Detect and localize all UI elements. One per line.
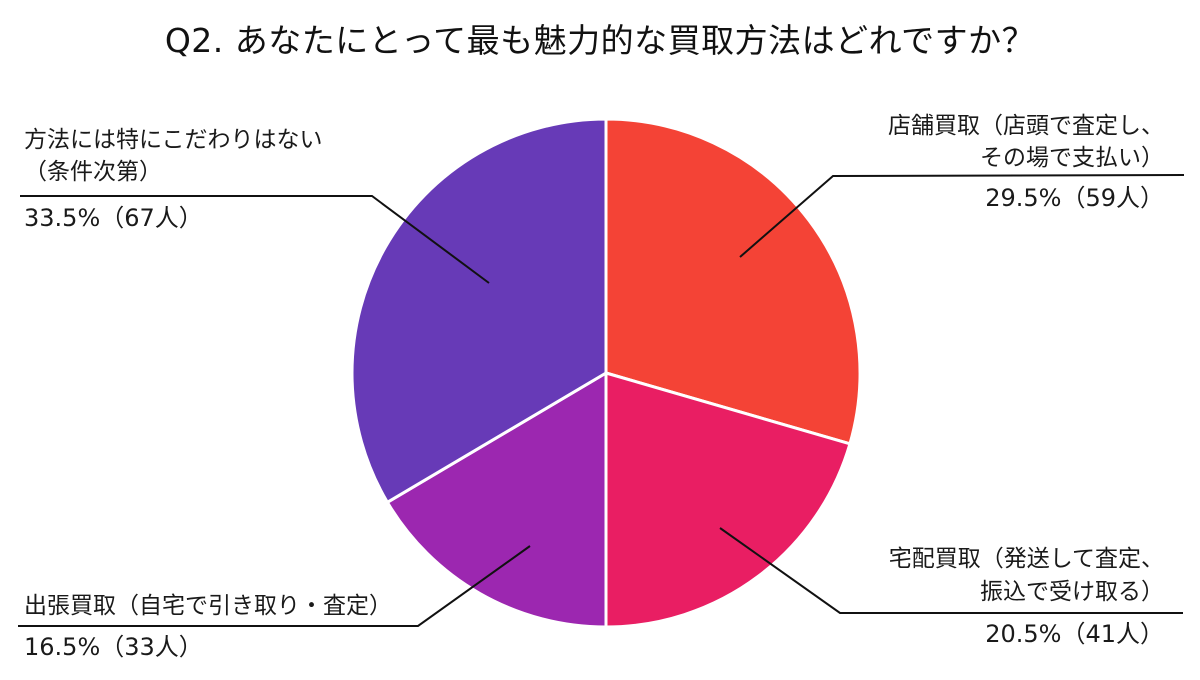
leader-line-delivery (719, 527, 1183, 614)
leader-line-visit (18, 545, 531, 627)
value-delivery: 20.5%（41人） (985, 620, 1164, 648)
label-store-line2: その場で支払い） (980, 145, 1164, 171)
leader-lines (18, 174, 1185, 627)
leader-line-store (739, 174, 1185, 258)
chart-title: Q2. あなたにとって最も魅力的な買取方法はどれですか？ (164, 21, 1036, 60)
label-no-preference-line1: 方法には特にこだわりはない (24, 127, 323, 153)
pie-slice-store (604, 117, 862, 446)
pie-slices (350, 117, 862, 629)
value-store: 29.5%（59人） (985, 184, 1164, 212)
label-no-preference-line2: （条件次第） (24, 159, 162, 185)
pie-slice-no-preference (350, 117, 608, 504)
value-visit: 16.5%（33人） (24, 633, 203, 661)
label-store-line1: 店舗買取（店頭で査定し、 (888, 113, 1164, 139)
pie-slice-visit (385, 371, 608, 629)
label-visit-line1: 出張買取（自宅で引き取り・査定） (24, 593, 392, 619)
label-delivery-line1: 宅配買取（発送して査定、 (888, 546, 1164, 572)
leader-line-no-preference (20, 195, 490, 284)
value-no-preference: 33.5%（67人） (24, 204, 203, 232)
label-delivery-line2: 振込で受け取る） (980, 579, 1164, 605)
pie-slice-delivery (604, 371, 852, 629)
